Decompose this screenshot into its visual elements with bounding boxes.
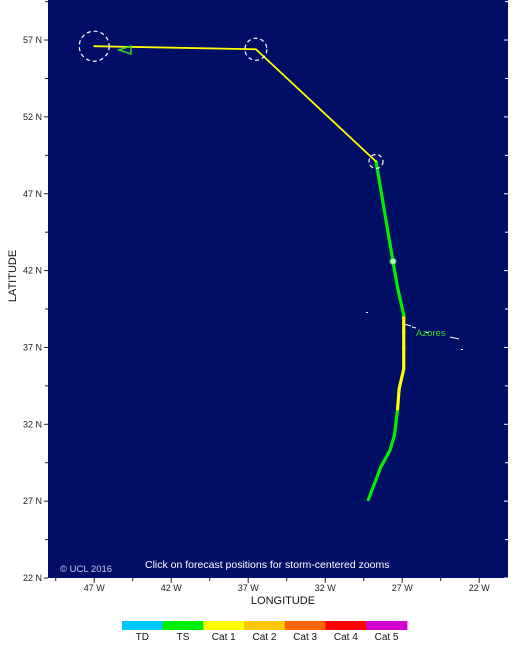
legend-swatch bbox=[284, 621, 326, 630]
track-segment bbox=[254, 48, 377, 163]
lat-tick-label: 22 N bbox=[23, 573, 42, 583]
lon-tick-label: 27 W bbox=[392, 583, 414, 593]
x-axis-title: LONGITUDE bbox=[251, 595, 315, 607]
ocean-background bbox=[48, 0, 508, 578]
place-label-azores: Azores bbox=[416, 328, 446, 339]
lon-tick-label: 47 W bbox=[84, 583, 106, 593]
latitude-axis: 57 N 52 N 47 N 42 N 37 N 32 N 27 N 22 N bbox=[23, 1, 508, 583]
copyright-text: © UCL 2016 bbox=[60, 564, 112, 575]
legend-label: TD bbox=[136, 632, 149, 643]
current-position-marker bbox=[389, 257, 397, 265]
lon-tick-label: 42 W bbox=[161, 583, 183, 593]
track-segment bbox=[395, 285, 406, 317]
lat-tick-label: 57 N bbox=[23, 35, 42, 45]
track-segment bbox=[379, 448, 392, 469]
legend-label: Cat 3 bbox=[293, 632, 317, 643]
legend-swatch bbox=[244, 621, 286, 630]
legend-swatch bbox=[203, 621, 245, 630]
track-segment bbox=[374, 159, 395, 263]
lat-tick-label: 52 N bbox=[23, 112, 42, 122]
storm-arrow-icon bbox=[116, 44, 132, 56]
intensity-legend: TD TS Cat 1 Cat 2 Cat 3 Cat 4 Cat 5 bbox=[122, 621, 408, 643]
longitude-axis: 47 W 42 W 37 W 32 W 27 W 22 W bbox=[55, 578, 491, 593]
track-segment bbox=[392, 407, 400, 437]
lat-tick-label: 37 N bbox=[23, 342, 42, 352]
lon-tick-label: 32 W bbox=[315, 583, 337, 593]
legend-label: Cat 2 bbox=[252, 632, 276, 643]
forecast-position-circle[interactable] bbox=[78, 30, 110, 62]
legend-swatch bbox=[162, 621, 204, 630]
lat-tick-label: 32 N bbox=[23, 419, 42, 429]
lat-tick-label: 47 N bbox=[23, 189, 42, 199]
y-axis-title: LATITUDE bbox=[7, 250, 19, 302]
track-segment bbox=[395, 387, 401, 411]
track-segment bbox=[397, 367, 406, 391]
legend-swatch bbox=[366, 621, 408, 630]
storm-track bbox=[93, 45, 406, 502]
zoom-instructions: Click on forecast positions for storm-ce… bbox=[145, 559, 390, 571]
lat-tick-label: 42 N bbox=[23, 266, 42, 276]
legend-swatch bbox=[122, 621, 164, 630]
forecast-position-circle[interactable] bbox=[368, 153, 384, 170]
legend-label: Cat 4 bbox=[334, 632, 358, 643]
legend-label: Cat 1 bbox=[212, 632, 236, 643]
forecast-positions[interactable] bbox=[78, 30, 397, 265]
lon-tick-label: 37 W bbox=[238, 583, 260, 593]
legend-label: Cat 5 bbox=[375, 632, 399, 643]
track-segment bbox=[93, 45, 257, 51]
track-segment bbox=[391, 259, 400, 290]
track-segment bbox=[366, 465, 383, 502]
lat-tick-label: 27 N bbox=[23, 496, 42, 506]
legend-swatch bbox=[325, 621, 367, 630]
forecast-position-circle[interactable] bbox=[244, 37, 268, 61]
track-segment bbox=[388, 433, 397, 453]
legend-label: TS bbox=[177, 632, 190, 643]
lon-tick-label: 22 W bbox=[469, 583, 491, 593]
